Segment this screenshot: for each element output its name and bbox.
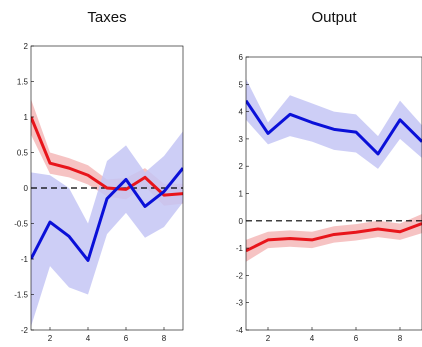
x-tick-label: 6 — [354, 334, 359, 343]
y-tick-label: 2 — [239, 162, 244, 171]
confidence-band-1 — [246, 213, 422, 262]
y-tick-label: -2 — [236, 271, 244, 280]
y-tick-label: 0.5 — [17, 149, 29, 158]
x-tick-label: 8 — [398, 334, 403, 343]
y-tick-label: 1 — [24, 113, 29, 122]
y-tick-label: 1 — [239, 190, 244, 199]
y-tick-label: -1 — [236, 244, 244, 253]
y-tick-label: 3 — [239, 135, 244, 144]
y-tick-label: 5 — [239, 80, 244, 89]
y-tick-label: -1 — [21, 255, 29, 264]
plot-area — [246, 78, 422, 262]
x-tick-label: 4 — [310, 334, 315, 343]
confidence-band-0 — [246, 78, 422, 169]
axes-box — [245, 56, 422, 331]
chart-title: Output — [311, 9, 357, 26]
x-tick-label: 2 — [48, 334, 53, 343]
x-tick-label: 8 — [162, 334, 167, 343]
y-tick-label: 2 — [24, 42, 29, 51]
confidence-band-1 — [31, 131, 183, 327]
y-tick-label: -2 — [21, 326, 29, 335]
y-tick-label: -3 — [236, 299, 244, 308]
chart-panel-1: Output -4 -3 -2 -1 0 1 2 3 4 5 6 2 4 6 8 — [236, 9, 422, 343]
y-tick-label: -1.5 — [14, 291, 28, 300]
chart-title: Taxes — [87, 9, 126, 26]
x-tick-label: 4 — [86, 334, 91, 343]
y-tick-label: 1.5 — [17, 78, 29, 87]
plot-area — [31, 99, 183, 327]
y-tick-label: 4 — [239, 108, 244, 117]
y-tick-label: 6 — [239, 53, 244, 62]
x-tick-label: 2 — [266, 334, 271, 343]
x-tick-label: 6 — [124, 334, 129, 343]
y-tick-label: -4 — [236, 326, 244, 335]
chart-panel-0: Taxes -2 -1.5 -1 -0.5 0 0.5 1 1.5 2 2 4 6 8 — [14, 9, 184, 343]
y-tick-label: 0 — [239, 217, 244, 226]
y-tick-label: 0 — [24, 184, 29, 193]
y-tick-label: -0.5 — [14, 220, 28, 229]
